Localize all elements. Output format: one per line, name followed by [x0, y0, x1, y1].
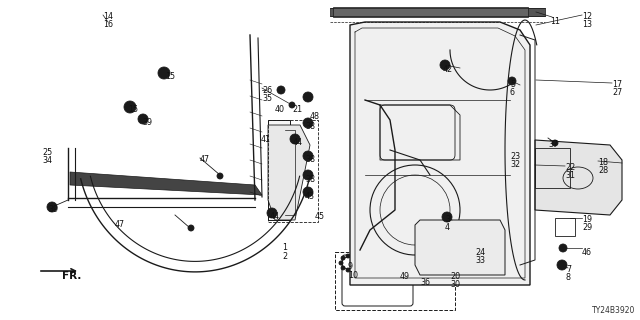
Circle shape — [442, 212, 452, 222]
Text: 38: 38 — [305, 175, 315, 184]
Text: 29: 29 — [582, 223, 592, 232]
Text: 4: 4 — [445, 223, 450, 232]
Text: 8: 8 — [566, 273, 571, 282]
Bar — [555, 218, 575, 236]
Circle shape — [277, 86, 285, 94]
Text: 43: 43 — [305, 192, 315, 201]
Text: 30: 30 — [450, 280, 460, 289]
Text: 39: 39 — [142, 118, 152, 127]
Text: 18: 18 — [598, 158, 608, 167]
Text: 38: 38 — [305, 155, 315, 164]
Text: 23: 23 — [510, 152, 520, 161]
Text: 9: 9 — [348, 262, 353, 271]
Text: 33: 33 — [475, 256, 485, 265]
Text: 14: 14 — [103, 12, 113, 21]
Bar — [333, 7, 528, 17]
Circle shape — [303, 170, 313, 180]
Circle shape — [440, 60, 450, 70]
Circle shape — [552, 140, 558, 146]
Text: 42: 42 — [443, 65, 453, 74]
Circle shape — [158, 67, 170, 79]
Polygon shape — [350, 22, 530, 285]
Text: 15: 15 — [165, 72, 175, 81]
Text: 7: 7 — [566, 265, 571, 274]
Text: 20: 20 — [450, 272, 460, 281]
Text: TY24B3920: TY24B3920 — [591, 306, 635, 315]
Bar — [330, 8, 545, 16]
Text: 26: 26 — [262, 86, 272, 95]
Circle shape — [303, 187, 313, 197]
Text: 35: 35 — [262, 94, 272, 103]
Polygon shape — [70, 172, 262, 195]
Text: 38: 38 — [305, 122, 315, 131]
Text: 19: 19 — [582, 215, 592, 224]
Text: 16: 16 — [103, 20, 113, 29]
Circle shape — [217, 173, 223, 179]
Text: 28: 28 — [598, 166, 608, 175]
Text: 41: 41 — [261, 135, 271, 144]
Bar — [335, 252, 455, 310]
Circle shape — [508, 77, 516, 85]
Circle shape — [351, 266, 355, 270]
Text: 47: 47 — [115, 220, 125, 229]
Text: FR.: FR. — [62, 271, 81, 281]
Text: 13: 13 — [582, 20, 592, 29]
Text: 17: 17 — [612, 80, 622, 89]
Circle shape — [303, 92, 313, 102]
Text: 27: 27 — [612, 88, 622, 97]
Polygon shape — [415, 220, 505, 275]
Text: 31: 31 — [565, 171, 575, 180]
Circle shape — [303, 118, 313, 128]
Circle shape — [289, 102, 295, 108]
Circle shape — [341, 256, 345, 260]
Circle shape — [557, 260, 567, 270]
Circle shape — [188, 225, 194, 231]
Text: 34: 34 — [42, 156, 52, 165]
Text: 25: 25 — [42, 148, 52, 157]
Text: 45: 45 — [315, 212, 325, 221]
Bar — [268, 120, 290, 220]
Circle shape — [339, 261, 343, 265]
Circle shape — [351, 256, 355, 260]
Text: 24: 24 — [475, 248, 485, 257]
Text: 49: 49 — [400, 272, 410, 281]
Text: 2: 2 — [282, 252, 287, 261]
Text: 46: 46 — [582, 248, 592, 257]
Circle shape — [138, 114, 148, 124]
Text: 48: 48 — [310, 112, 320, 121]
Text: 5: 5 — [510, 80, 515, 89]
Polygon shape — [268, 125, 310, 220]
Circle shape — [346, 254, 350, 258]
Text: 32: 32 — [510, 160, 520, 169]
Text: 21: 21 — [292, 105, 302, 114]
Circle shape — [559, 244, 567, 252]
Circle shape — [47, 202, 57, 212]
Bar — [268, 120, 318, 222]
Circle shape — [290, 134, 300, 144]
Text: 44: 44 — [293, 138, 303, 147]
Circle shape — [341, 266, 345, 270]
Circle shape — [267, 208, 277, 218]
Text: 6: 6 — [510, 88, 515, 97]
Text: 10: 10 — [348, 271, 358, 280]
Circle shape — [124, 101, 136, 113]
Text: 40: 40 — [275, 105, 285, 114]
Text: 37: 37 — [548, 140, 558, 149]
Text: 1: 1 — [282, 243, 287, 252]
Text: 39: 39 — [48, 205, 58, 214]
Text: 15: 15 — [128, 105, 138, 114]
Text: 36: 36 — [420, 278, 430, 287]
Circle shape — [346, 268, 350, 272]
Text: 12: 12 — [582, 12, 592, 21]
Text: 22: 22 — [565, 163, 575, 172]
Circle shape — [353, 261, 357, 265]
Text: 47: 47 — [200, 155, 210, 164]
Polygon shape — [535, 140, 622, 215]
Text: 3: 3 — [445, 215, 450, 224]
Text: 44: 44 — [270, 212, 280, 221]
Text: 11: 11 — [550, 17, 560, 26]
Circle shape — [303, 151, 313, 161]
